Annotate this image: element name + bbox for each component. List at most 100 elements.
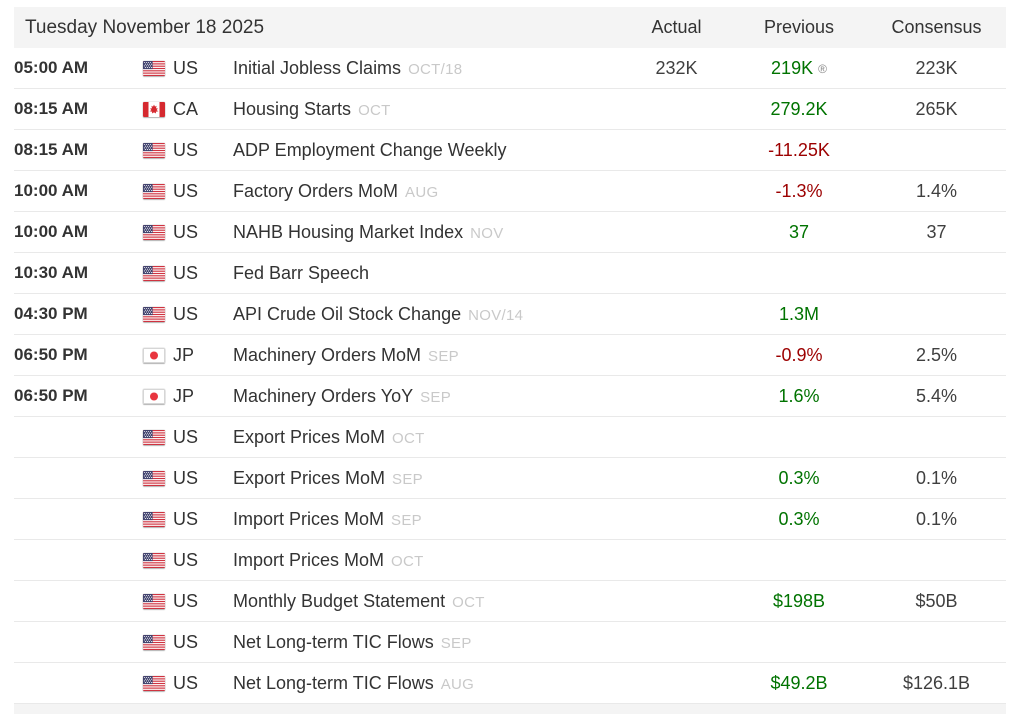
country-cell: US: [129, 550, 233, 571]
country-cell: US: [129, 673, 233, 694]
reference-period: SEP: [391, 511, 422, 529]
consensus-value: 223K: [915, 57, 958, 78]
consensus-value: 0.1%: [915, 508, 958, 529]
next-day-header-strip: [14, 704, 1006, 714]
day-title: Tuesday November 18 2025: [25, 16, 265, 38]
event-cell: Factory Orders MoM AUG: [233, 181, 634, 202]
event-time: 10:00 AM: [14, 181, 89, 200]
calendar-rows: 05:00 AM US Initial Jobless Claims OCT/18…: [14, 48, 1006, 704]
country-code: US: [173, 631, 199, 652]
calendar-row[interactable]: 06:50 PM JP Machinery Orders MoM SEP -0.9…: [14, 335, 1006, 376]
reference-period: OCT: [358, 101, 391, 119]
previous-value: 0.3%: [778, 508, 820, 529]
us-flag-icon: [143, 675, 165, 691]
event-link[interactable]: API Crude Oil Stock Change: [233, 303, 462, 324]
us-flag-icon: [143, 593, 165, 609]
calendar-row[interactable]: 05:00 AM US Initial Jobless Claims OCT/18…: [14, 48, 1006, 89]
event-link[interactable]: Net Long-term TIC Flows: [233, 672, 434, 693]
jp-flag-icon: [143, 388, 165, 404]
us-flag-icon: [143, 470, 165, 486]
calendar-row[interactable]: 08:15 AM US ADP Employment Change Weekly…: [14, 130, 1006, 171]
calendar-row[interactable]: US Monthly Budget Statement OCT $198B $50…: [14, 581, 1006, 622]
event-link[interactable]: NAHB Housing Market Index: [233, 221, 464, 242]
calendar-row[interactable]: 04:30 PM US API Crude Oil Stock Change NO…: [14, 294, 1006, 335]
us-flag-icon: [143, 265, 165, 281]
event-cell: Export Prices MoM OCT: [233, 427, 634, 448]
country-cell: JP: [129, 386, 233, 407]
event-cell: Machinery Orders YoY SEP: [233, 386, 634, 407]
event-link[interactable]: Import Prices MoM: [233, 549, 385, 570]
country-code: US: [173, 303, 199, 324]
event-cell: Import Prices MoM OCT: [233, 550, 634, 571]
event-cell: Machinery Orders MoM SEP: [233, 345, 634, 366]
event-time: 04:30 PM: [14, 304, 88, 323]
event-cell: NAHB Housing Market Index NOV: [233, 222, 634, 243]
event-cell: Housing Starts OCT: [233, 99, 634, 120]
reference-period: SEP: [428, 347, 459, 365]
reference-period: AUG: [440, 675, 475, 693]
event-link[interactable]: Factory Orders MoM: [233, 180, 399, 201]
event-link[interactable]: Net Long-term TIC Flows: [233, 631, 434, 652]
economic-calendar-table: Tuesday November 18 2025 Actual Previous…: [14, 7, 1006, 704]
us-flag-icon: [143, 183, 165, 199]
country-code: JP: [173, 385, 195, 406]
revised-indicator-icon: ®: [818, 61, 827, 76]
consensus-value: $126.1B: [902, 672, 971, 693]
reference-period: AUG: [405, 183, 439, 201]
calendar-row[interactable]: US Import Prices MoM OCT: [14, 540, 1006, 581]
reference-period: SEP: [420, 388, 452, 406]
country-code: CA: [173, 98, 199, 119]
previous-value: -0.9%: [775, 344, 823, 365]
previous-value: -1.3%: [775, 180, 823, 201]
event-link[interactable]: Fed Barr Speech: [233, 262, 370, 283]
country-code: US: [173, 57, 199, 78]
calendar-row[interactable]: 10:00 AM US NAHB Housing Market Index NOV…: [14, 212, 1006, 253]
event-link[interactable]: Housing Starts: [233, 98, 352, 119]
us-flag-icon: [143, 224, 165, 240]
calendar-row[interactable]: 06:50 PM JP Machinery Orders YoY SEP 1.6%…: [14, 376, 1006, 417]
country-cell: US: [129, 632, 233, 653]
previous-value: 0.3%: [778, 467, 820, 488]
column-header-actual: Actual: [651, 17, 702, 37]
event-time: 06:50 PM: [14, 345, 88, 364]
country-code: US: [173, 262, 199, 283]
calendar-row[interactable]: US Import Prices MoM SEP 0.3% 0.1%: [14, 499, 1006, 540]
event-link[interactable]: Machinery Orders MoM: [233, 344, 422, 365]
reference-period: OCT: [392, 429, 425, 447]
calendar-row[interactable]: 10:30 AM US Fed Barr Speech: [14, 253, 1006, 294]
us-flag-icon: [143, 60, 165, 76]
us-flag-icon: [143, 552, 165, 568]
event-cell: Net Long-term TIC Flows AUG: [233, 673, 634, 694]
consensus-value: $50B: [915, 590, 958, 611]
event-link[interactable]: Export Prices MoM: [233, 426, 386, 447]
consensus-value: 0.1%: [915, 467, 958, 488]
calendar-row[interactable]: US Net Long-term TIC Flows SEP: [14, 622, 1006, 663]
calendar-row[interactable]: US Export Prices MoM OCT: [14, 417, 1006, 458]
ca-flag-icon: [143, 101, 165, 117]
event-link[interactable]: Machinery Orders YoY: [233, 385, 414, 406]
event-cell: Export Prices MoM SEP: [233, 468, 634, 489]
calendar-row[interactable]: 08:15 AM CA Housing Starts OCT 279.2K 265…: [14, 89, 1006, 130]
country-cell: CA: [129, 99, 233, 120]
event-link[interactable]: Import Prices MoM: [233, 508, 385, 529]
day-header: Tuesday November 18 2025 Actual Previous…: [14, 7, 1006, 48]
jp-flag-icon: [143, 347, 165, 363]
country-cell: US: [129, 140, 233, 161]
country-code: US: [173, 672, 199, 693]
country-code: US: [173, 590, 199, 611]
event-time: 10:00 AM: [14, 222, 89, 241]
reference-period: SEP: [392, 470, 423, 488]
us-flag-icon: [143, 634, 165, 650]
calendar-row[interactable]: US Export Prices MoM SEP 0.3% 0.1%: [14, 458, 1006, 499]
event-link[interactable]: ADP Employment Change Weekly: [233, 139, 507, 160]
column-header-consensus: Consensus: [891, 17, 982, 37]
country-code: US: [173, 426, 199, 447]
country-cell: US: [129, 591, 233, 612]
event-link[interactable]: Initial Jobless Claims: [233, 57, 402, 78]
event-link[interactable]: Export Prices MoM: [233, 467, 386, 488]
event-link[interactable]: Monthly Budget Statement: [233, 590, 446, 611]
calendar-row[interactable]: US Net Long-term TIC Flows AUG $49.2B $12…: [14, 663, 1006, 704]
calendar-row[interactable]: 10:00 AM US Factory Orders MoM AUG -1.3% …: [14, 171, 1006, 212]
country-code: US: [173, 467, 199, 488]
